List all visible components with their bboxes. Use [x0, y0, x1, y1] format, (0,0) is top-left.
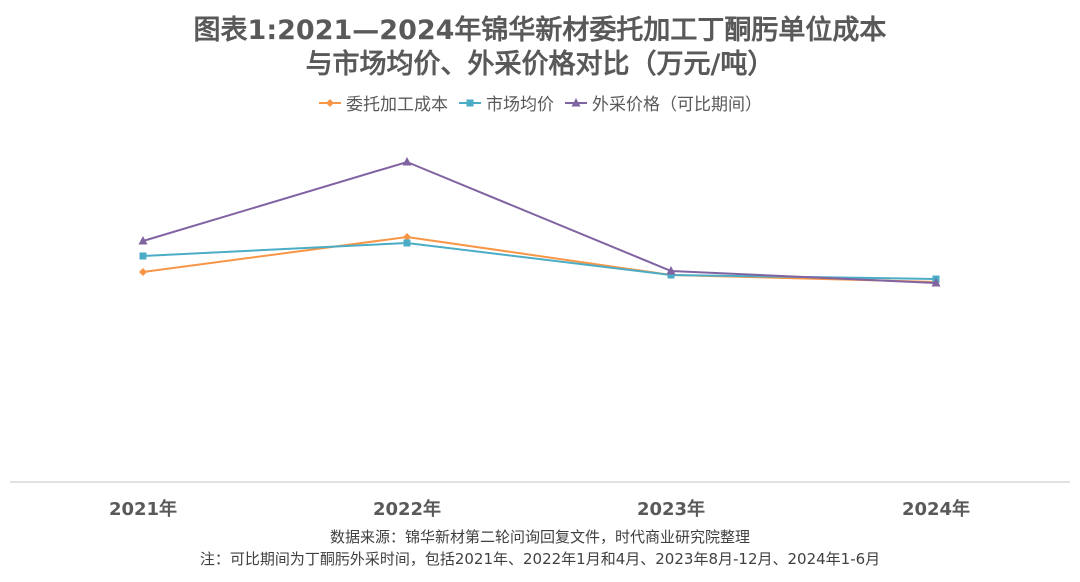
legend-label: 外采价格（可比期间） — [592, 95, 762, 115]
series-line-0 — [142, 235, 937, 283]
chart-subtitle: 与市场均价、外采价格对比（万元/吨） — [305, 49, 775, 80]
data-point — [666, 266, 676, 275]
series-line-1 — [142, 241, 937, 280]
footnote: 注：可比期间为丁酮肟外采时间，包括2021年、2022年1月和4月、2023年8… — [199, 550, 881, 568]
legend-marker — [571, 97, 581, 106]
legend: 委托加工成本 市场均价 外采价格（可比期间） — [0, 90, 1080, 115]
source-note: 数据来源：锦华新材第二轮问询回复文件，时代商业研究院整理 — [329, 528, 750, 546]
x-tick-label: 2023年 — [636, 499, 706, 520]
chart-title: 图表1:2021—2024年锦华新材委托加工丁酮肟单位成本 — [193, 15, 887, 46]
legend-item: 委托加工成本 — [318, 90, 448, 115]
legend-marker — [466, 99, 474, 106]
series-line-2 — [142, 160, 937, 284]
data-point — [139, 252, 147, 260]
data-point — [139, 268, 147, 276]
data-point — [402, 157, 412, 166]
data-point — [403, 239, 411, 247]
legend-marker-icon — [459, 99, 481, 106]
legend-label: 市场均价 — [486, 95, 554, 115]
legend-marker-icon — [319, 98, 341, 107]
legend-marker-icon — [565, 97, 587, 106]
data-point — [667, 271, 675, 279]
data-point — [138, 236, 148, 245]
data-point — [403, 233, 411, 241]
legend-item: 市场均价 — [458, 90, 554, 115]
x-tick-label: 2024年 — [901, 499, 971, 520]
legend-label: 委托加工成本 — [346, 95, 448, 115]
x-tick-label: 2021年 — [108, 499, 178, 520]
legend-item: 外采价格（可比期间） — [564, 90, 762, 115]
x-tick-label: 2022年 — [372, 499, 442, 520]
legend-marker — [326, 98, 334, 107]
data-point — [931, 278, 941, 287]
